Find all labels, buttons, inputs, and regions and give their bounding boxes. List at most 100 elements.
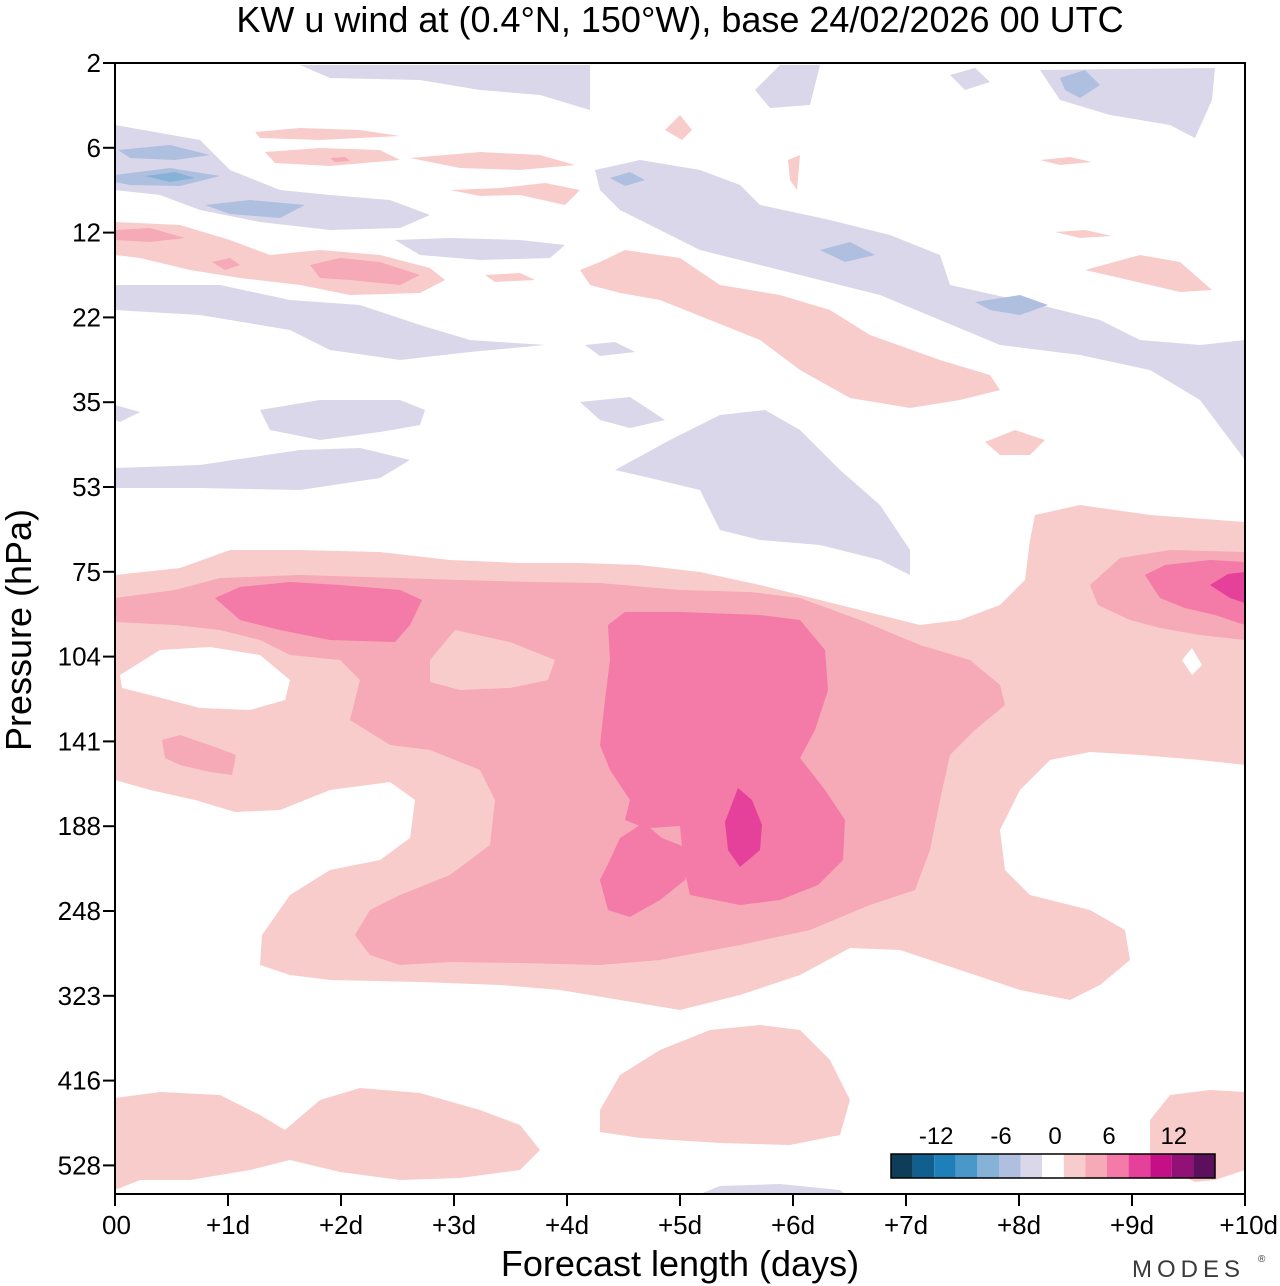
contour-positive-region (450, 183, 580, 205)
colorbar-label: 12 (1160, 1123, 1187, 1150)
contour-positive-region (115, 1088, 540, 1190)
y-tick-label: 323 (58, 981, 101, 1011)
x-tick-label: +8d (997, 1210, 1041, 1240)
contour-negative-core (145, 172, 195, 182)
colorbar-label: 6 (1102, 1123, 1115, 1150)
contour-positive-region (212, 258, 240, 270)
contour-negative-core (820, 242, 875, 262)
contour-positive-region (410, 152, 575, 170)
contour-negative-region (950, 68, 990, 90)
contour-negative-region (580, 397, 665, 428)
y-tick-label: 528 (58, 1150, 101, 1180)
colorbar-swatch (1128, 1154, 1151, 1178)
contour-negative-region (700, 1184, 845, 1194)
contour-zero-pocket (120, 647, 290, 710)
colorbar-swatch (1020, 1154, 1043, 1178)
x-tick-label: +5d (658, 1210, 702, 1240)
contour-positive-region (788, 155, 800, 190)
registered-mark: ® (1258, 1254, 1266, 1265)
colorbar-swatch (1171, 1154, 1194, 1178)
contour-positive-level-3 (1145, 560, 1245, 625)
contour-positive-region (255, 128, 400, 140)
contour-positive-notch (650, 826, 682, 846)
y-tick-label: 6 (87, 133, 101, 163)
contour-positive-level-2 (162, 735, 236, 775)
colorbar-swatch (1063, 1154, 1086, 1178)
contour-positive-level-3 (600, 825, 690, 917)
contour-negative-region (615, 410, 910, 575)
x-tick-label: 00 (102, 1210, 131, 1240)
y-axis: 2 6 12 22 35 53 75 104 141 188 248 323 416 528 (58, 48, 115, 1180)
contour-zero-pocket (1182, 648, 1202, 675)
y-tick-label: 104 (58, 642, 101, 672)
contour-positive-region (115, 228, 185, 242)
contour-negative-region (585, 342, 635, 356)
contour-positive-level-3 (215, 582, 422, 642)
contour-negative-core (118, 145, 210, 160)
chart-title: KW u wind at (0.4°N, 150°W), base 24/02/… (236, 0, 1123, 40)
colorbar-swatch (1085, 1154, 1107, 1178)
x-axis: 00 +1d +2d +3d +4d +5d +6d +7d +8d +9d +10d (102, 1194, 1278, 1240)
x-tick-label: +4d (545, 1210, 589, 1240)
x-axis-label: Forecast length (days) (501, 1243, 859, 1284)
colorbar-swatch (999, 1154, 1021, 1178)
x-tick-label: +6d (771, 1210, 815, 1240)
y-tick-label: 248 (58, 896, 101, 926)
contour-positive-region (310, 258, 420, 285)
contour-positive-region (600, 1025, 850, 1145)
y-tick-label: 188 (58, 811, 101, 841)
contour-negative-core (1060, 70, 1100, 98)
x-tick-label: +9d (1110, 1210, 1154, 1240)
colorbar-label: 0 (1048, 1123, 1061, 1150)
contour-negative-region (115, 405, 140, 422)
colorbar-swatch (1042, 1154, 1064, 1178)
contour-positive-region (265, 148, 400, 166)
contour-negative-core (610, 172, 645, 186)
contour-positive-core (1210, 572, 1245, 603)
colorbar-swatch (934, 1154, 956, 1178)
colorbar-label: -6 (990, 1123, 1011, 1150)
contour-positive-region (330, 157, 350, 162)
contour-negative-region (595, 160, 1245, 460)
contour-positive-region (665, 115, 692, 140)
contour-negative-region (395, 238, 565, 260)
y-tick-label: 75 (72, 557, 101, 587)
contour-positive-region (1085, 255, 1212, 292)
y-tick-label: 22 (72, 302, 101, 332)
colorbar-swatch (1107, 1154, 1129, 1178)
contour-negative-region (300, 65, 590, 110)
x-tick-label: +10d (1219, 1210, 1278, 1240)
contour-positive-region (1055, 230, 1112, 238)
colorbar-swatch (955, 1154, 978, 1178)
contour-fields (115, 65, 1245, 1194)
colorbar-legend: -12 -6 0 6 12 (890, 1123, 1216, 1179)
y-tick-label: 2 (87, 48, 101, 78)
x-tick-label: +1d (206, 1210, 250, 1240)
contour-positive-pocket (430, 630, 555, 690)
y-tick-label: 141 (58, 726, 101, 756)
contour-positive-region (580, 250, 1000, 408)
colorbar-frame (890, 1153, 1216, 1179)
y-tick-label: 12 (72, 218, 101, 248)
x-tick-label: +3d (432, 1210, 476, 1240)
contour-negative-core (205, 200, 305, 218)
brand-logo: MODES (1132, 1256, 1245, 1283)
x-tick-label: +7d (884, 1210, 928, 1240)
contour-positive-core (725, 788, 762, 867)
colorbar-swatch (912, 1154, 935, 1178)
contour-positive-region (485, 273, 535, 282)
contour-negative-region (755, 65, 820, 108)
colorbar-swatch (1193, 1154, 1215, 1178)
y-tick-label: 35 (72, 387, 101, 417)
contour-negative-region (115, 285, 545, 360)
x-tick-label: +2d (319, 1210, 363, 1240)
colorbar-swatch (1150, 1154, 1172, 1178)
contour-positive-region (1040, 157, 1092, 165)
colorbar-swatch (891, 1154, 913, 1178)
contour-positive-region (985, 430, 1045, 455)
colorbar-label: -12 (919, 1123, 954, 1150)
contour-negative-core (975, 295, 1048, 315)
y-tick-label: 416 (58, 1066, 101, 1096)
y-tick-label: 53 (72, 472, 101, 502)
